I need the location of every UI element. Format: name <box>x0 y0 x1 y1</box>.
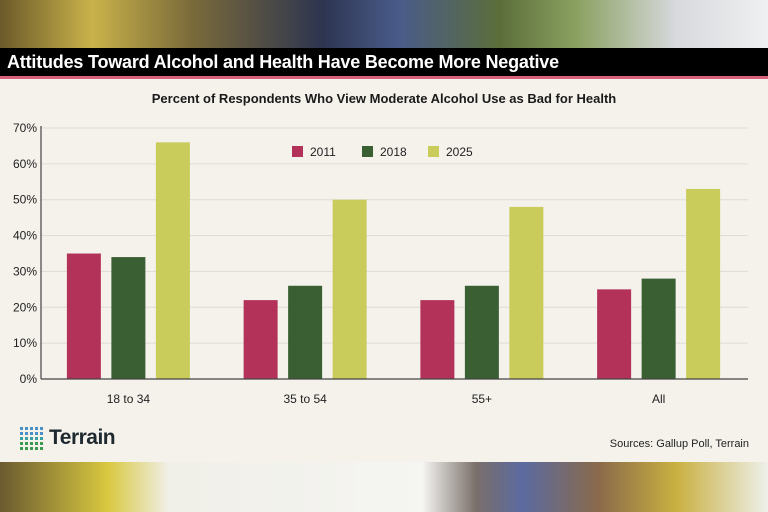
x-tick-label: 55+ <box>472 392 492 406</box>
legend-swatch-2011 <box>292 146 303 157</box>
title-bar: Attitudes Toward Alcohol and Health Have… <box>0 48 768 79</box>
legend-swatch-2018 <box>362 146 373 157</box>
legend-label-2011: 2011 <box>310 145 336 159</box>
bar-2018-18-to-34 <box>111 257 146 379</box>
page-title: Attitudes Toward Alcohol and Health Have… <box>7 52 559 72</box>
bar-2011-55+ <box>420 300 455 379</box>
terrain-logo: Terrain <box>20 426 116 450</box>
y-tick-label: 20% <box>13 300 37 314</box>
legend-swatch-2025 <box>428 146 439 157</box>
y-tick-label: 0% <box>20 372 38 386</box>
y-tick-label: 40% <box>13 229 37 243</box>
bar-2011-35-to-54 <box>243 300 278 379</box>
bar-2025-All <box>686 188 721 379</box>
x-tick-label: 35 to 54 <box>283 392 327 406</box>
header-photo <box>0 0 768 48</box>
y-tick-label: 10% <box>13 336 37 350</box>
legend-label-2018: 2018 <box>380 145 407 159</box>
footer-photo <box>0 462 768 512</box>
bar-2018-35-to-54 <box>288 285 323 379</box>
y-tick-label: 50% <box>13 193 37 207</box>
sources-note: Sources: Gallup Poll, Terrain <box>609 438 749 450</box>
logo-text: Terrain <box>49 426 116 449</box>
x-tick-label: All <box>652 392 665 406</box>
x-tick-label: 18 to 34 <box>107 392 151 406</box>
bar-2025-18-to-34 <box>155 142 190 379</box>
bar-2025-35-to-54 <box>332 199 367 379</box>
logo-dots-icon <box>20 426 43 450</box>
y-tick-label: 60% <box>13 157 37 171</box>
legend-label-2025: 2025 <box>446 145 473 159</box>
bar-2011-All <box>597 289 632 379</box>
y-tick-label: 30% <box>13 264 37 278</box>
bar-2025-55+ <box>509 206 544 379</box>
bar-2018-55+ <box>464 285 499 379</box>
bar-2018-All <box>641 278 676 379</box>
bar-2011-18-to-34 <box>66 253 101 379</box>
y-tick-label: 70% <box>13 121 37 135</box>
chart-title: Percent of Respondents Who View Moderate… <box>151 91 617 106</box>
